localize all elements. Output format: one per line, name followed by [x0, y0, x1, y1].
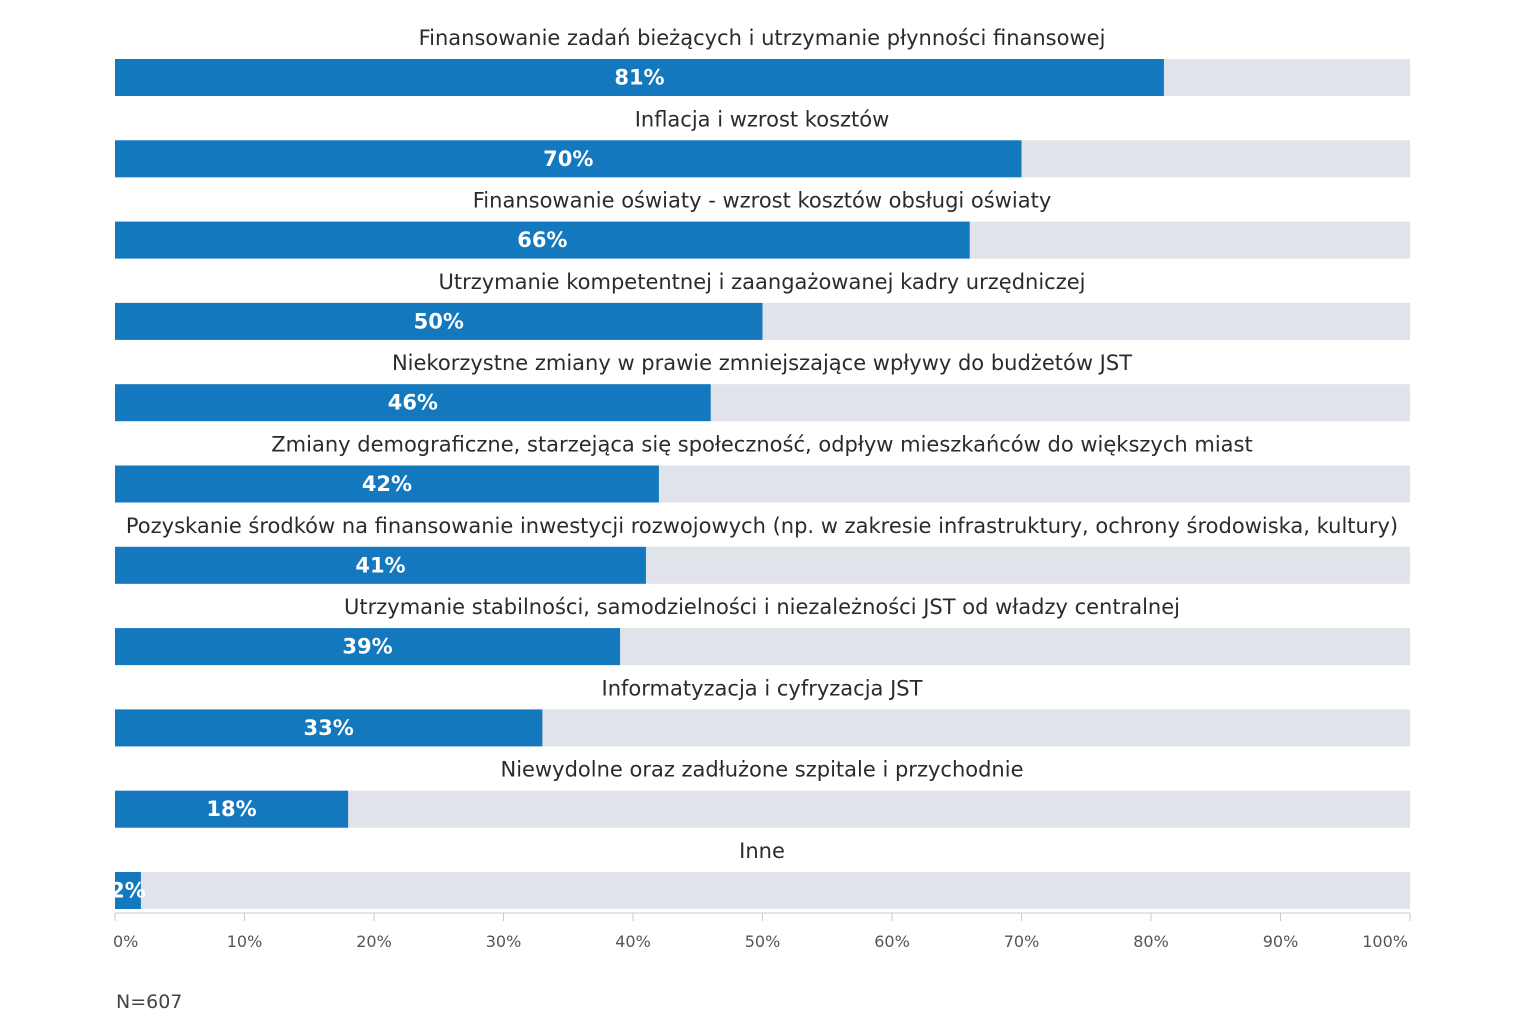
bar: [115, 628, 621, 666]
bars-layer: Finansowanie zadań bieżących i utrzymani…: [110, 26, 1410, 909]
bar: [115, 790, 349, 828]
bar-value-label: 42%: [362, 472, 412, 496]
bar: [115, 546, 646, 584]
bar: [115, 221, 970, 259]
bar: [115, 709, 543, 747]
bar-value-label: 33%: [304, 716, 354, 740]
x-tick-label: 50%: [745, 932, 781, 951]
x-tick-label: 70%: [1004, 932, 1040, 951]
bar: [115, 302, 763, 340]
bar: [115, 465, 659, 503]
x-tick-label: 10%: [227, 932, 263, 951]
bar-value-label: 70%: [543, 147, 593, 171]
x-tick-label: 90%: [1263, 932, 1299, 951]
bar-value-label: 41%: [355, 553, 405, 577]
bar-track: [115, 872, 1410, 909]
x-tick-label: 80%: [1133, 932, 1169, 951]
category-label: Inne: [739, 839, 785, 863]
bar-value-label: 66%: [517, 228, 567, 252]
bar-value-label: 50%: [414, 309, 464, 333]
bar: [115, 872, 141, 909]
category-label: Pozyskanie środków na finansowanie inwes…: [126, 514, 1398, 538]
x-tick-label: 0%: [113, 932, 138, 951]
x-tick-label: 60%: [874, 932, 910, 951]
category-label: Finansowanie zadań bieżących i utrzymani…: [419, 26, 1106, 50]
category-label: Utrzymanie stabilności, samodzielności i…: [344, 595, 1180, 619]
x-tick-label: 20%: [356, 932, 392, 951]
bar: [115, 140, 1022, 178]
x-axis: 0% 10% 20% 30% 40% 50% 60% 70% 80% 90% 100%: [113, 912, 1411, 951]
category-label: Niekorzystne zmiany w prawie zmniejszają…: [392, 351, 1132, 375]
bar-value-label: 18%: [206, 797, 256, 821]
category-label: Utrzymanie kompetentnej i zaangażowanej …: [438, 270, 1085, 294]
x-tick-label: 40%: [615, 932, 651, 951]
x-tick-label: 100%: [1362, 932, 1408, 951]
x-tick-label: 30%: [486, 932, 522, 951]
category-label: Niewydolne oraz zadłużone szpitale i prz…: [501, 758, 1024, 782]
bar: [115, 384, 711, 422]
bar: [115, 59, 1164, 96]
bar-value-label: 46%: [388, 391, 438, 415]
category-label: Informatyzacja i cyfryzacja JST: [602, 676, 923, 700]
sample-size-note: N=607: [116, 991, 182, 1013]
category-label: Inflacja i wzrost kosztów: [635, 107, 890, 131]
bar-value-label: 2%: [110, 879, 146, 903]
category-label: Finansowanie oświaty - wzrost kosztów ob…: [473, 189, 1052, 213]
bar-value-label: 39%: [342, 635, 392, 659]
category-label: Zmiany demograficzne, starzejąca się spo…: [271, 433, 1252, 457]
bar-value-label: 81%: [614, 66, 664, 90]
